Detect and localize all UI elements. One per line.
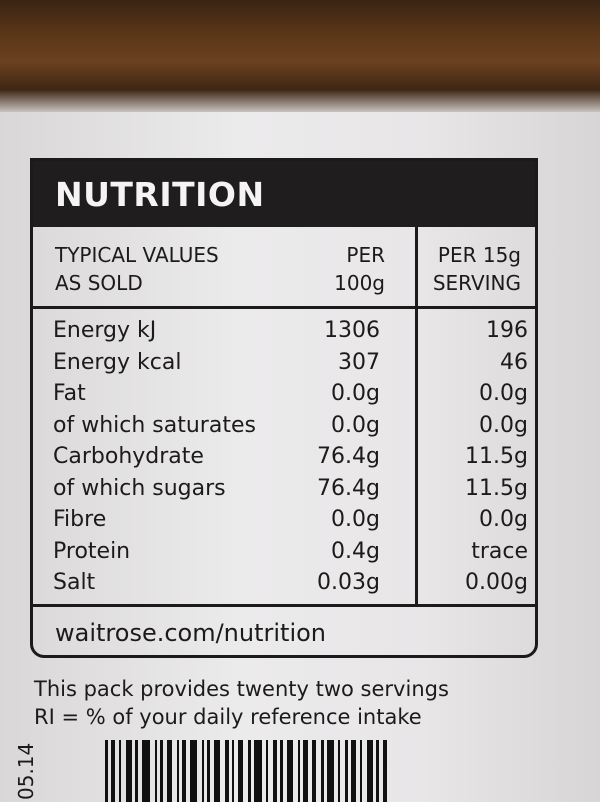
barcode-bar bbox=[119, 740, 121, 802]
barcode-bar bbox=[111, 740, 115, 802]
nutrition-rows: Energy kJ 1306 196 Energy kcal 307 46 Fat 0.0g 0… bbox=[53, 315, 528, 599]
header-divider bbox=[33, 306, 535, 309]
nutrition-header: NUTRITION bbox=[33, 161, 535, 227]
barcode-bar bbox=[105, 740, 108, 802]
barcode-bar bbox=[135, 740, 138, 802]
barcode-bar bbox=[273, 740, 277, 802]
typical-values-line1: TYPICAL VALUES bbox=[55, 243, 219, 267]
barcode bbox=[105, 740, 545, 802]
column-divider bbox=[415, 227, 418, 607]
per100-value: 0.0g bbox=[331, 381, 380, 406]
per100-value: 307 bbox=[338, 349, 380, 375]
barcode-bar bbox=[207, 740, 210, 802]
nutrition-row: of which saturates 0.0g 0.0g bbox=[53, 410, 528, 442]
servings-note: This pack provides twenty two servings bbox=[34, 677, 449, 701]
nutrition-title: NUTRITION bbox=[55, 175, 265, 214]
per100-value: 0.0g bbox=[331, 507, 380, 532]
barcode-bar bbox=[338, 740, 340, 802]
nutrient-name: Fibre bbox=[53, 507, 107, 532]
barcode-bar bbox=[190, 740, 197, 802]
barcode-bar bbox=[298, 740, 300, 802]
barcode-bar bbox=[351, 740, 356, 802]
nutrient-name: of which sugars bbox=[53, 475, 226, 501]
nutrient-name: Protein bbox=[53, 538, 131, 564]
nutrient-name: Salt bbox=[53, 570, 96, 595]
jar-lid bbox=[0, 0, 600, 112]
nutrition-row: Protein 0.4g trace bbox=[53, 536, 528, 568]
nutrition-row: Energy kJ 1306 196 bbox=[53, 315, 528, 347]
barcode-bar bbox=[182, 740, 186, 802]
nutrition-row: Salt 0.03g 0.00g bbox=[53, 567, 528, 599]
serving-value: 196 bbox=[486, 318, 528, 343]
per100-line1: PER bbox=[346, 243, 385, 267]
barcode-bar bbox=[266, 740, 268, 802]
per100-value: 0.0g bbox=[331, 412, 380, 438]
serving-value: 11.5g bbox=[465, 444, 528, 469]
barcode-bar bbox=[177, 740, 179, 802]
barcode-bar bbox=[167, 740, 172, 802]
nutrient-name: Energy kcal bbox=[53, 349, 182, 375]
nutrient-name: of which saturates bbox=[53, 412, 256, 438]
nutrition-row: of which sugars 76.4g 11.5g bbox=[53, 473, 528, 505]
per100-value: 0.03g bbox=[317, 570, 380, 595]
per100-value: 1306 bbox=[324, 318, 380, 343]
serving-value: 0.0g bbox=[479, 507, 528, 532]
nutrient-name: Fat bbox=[53, 381, 86, 406]
barcode-bar bbox=[367, 740, 373, 802]
barcode-bar bbox=[360, 740, 362, 802]
ri-note: RI = % of your daily reference intake bbox=[34, 705, 422, 729]
per100-line2: 100g bbox=[334, 271, 385, 295]
serving-value: 46 bbox=[500, 349, 528, 375]
barcode-bar bbox=[238, 740, 243, 802]
serving-header: PER 15g SERVING bbox=[433, 241, 521, 297]
nutrition-url: waitrose.com/nutrition bbox=[55, 619, 327, 647]
barcode-bar bbox=[225, 740, 229, 802]
nutrient-name: Energy kJ bbox=[53, 318, 157, 343]
barcode-bar bbox=[303, 740, 308, 802]
serving-line1: PER 15g bbox=[437, 243, 521, 267]
barcode-bar bbox=[327, 740, 334, 802]
serving-value: 11.5g bbox=[465, 475, 528, 501]
barcode-bar bbox=[232, 740, 234, 802]
date-code: 05.14 bbox=[14, 742, 38, 800]
per100-value: 0.4g bbox=[331, 538, 380, 564]
barcode-bar bbox=[248, 740, 251, 802]
barcode-bar bbox=[345, 740, 348, 802]
typical-values-line2: AS SOLD bbox=[55, 271, 143, 295]
per100-header: PER 100g bbox=[334, 241, 385, 297]
barcode-bar bbox=[287, 740, 293, 802]
per100-value: 76.4g bbox=[317, 444, 380, 469]
barcode-bar bbox=[155, 740, 157, 802]
serving-value: 0.0g bbox=[479, 412, 528, 438]
serving-value: 0.00g bbox=[465, 570, 528, 595]
barcode-bar bbox=[160, 740, 163, 802]
footer-divider bbox=[33, 604, 535, 607]
nutrition-row: Fibre 0.0g 0.0g bbox=[53, 504, 528, 536]
barcode-bar bbox=[214, 740, 220, 802]
typical-values-header: TYPICAL VALUES AS SOLD bbox=[55, 241, 219, 297]
barcode-bar bbox=[126, 740, 132, 802]
barcode-bar bbox=[280, 740, 283, 802]
barcode-bar bbox=[376, 740, 379, 802]
barcode-bar bbox=[254, 740, 262, 802]
nutrition-table: NUTRITION TYPICAL VALUES AS SOLD PER 100g … bbox=[30, 158, 538, 658]
barcode-bar bbox=[312, 740, 316, 802]
product-label bbox=[0, 112, 600, 802]
serving-line2: SERVING bbox=[432, 271, 521, 295]
nutrition-row: Fat 0.0g 0.0g bbox=[53, 378, 528, 410]
barcode-bar bbox=[383, 740, 387, 802]
barcode-bar bbox=[142, 740, 150, 802]
per100-value: 76.4g bbox=[317, 475, 380, 501]
serving-value: 0.0g bbox=[479, 381, 528, 406]
nutrition-row: Carbohydrate 76.4g 11.5g bbox=[53, 441, 528, 473]
barcode-bar bbox=[321, 740, 324, 802]
nutrient-name: Carbohydrate bbox=[53, 444, 204, 469]
nutrition-row: Energy kcal 307 46 bbox=[53, 347, 528, 379]
serving-value: trace bbox=[471, 538, 528, 564]
barcode-bar bbox=[202, 740, 204, 802]
